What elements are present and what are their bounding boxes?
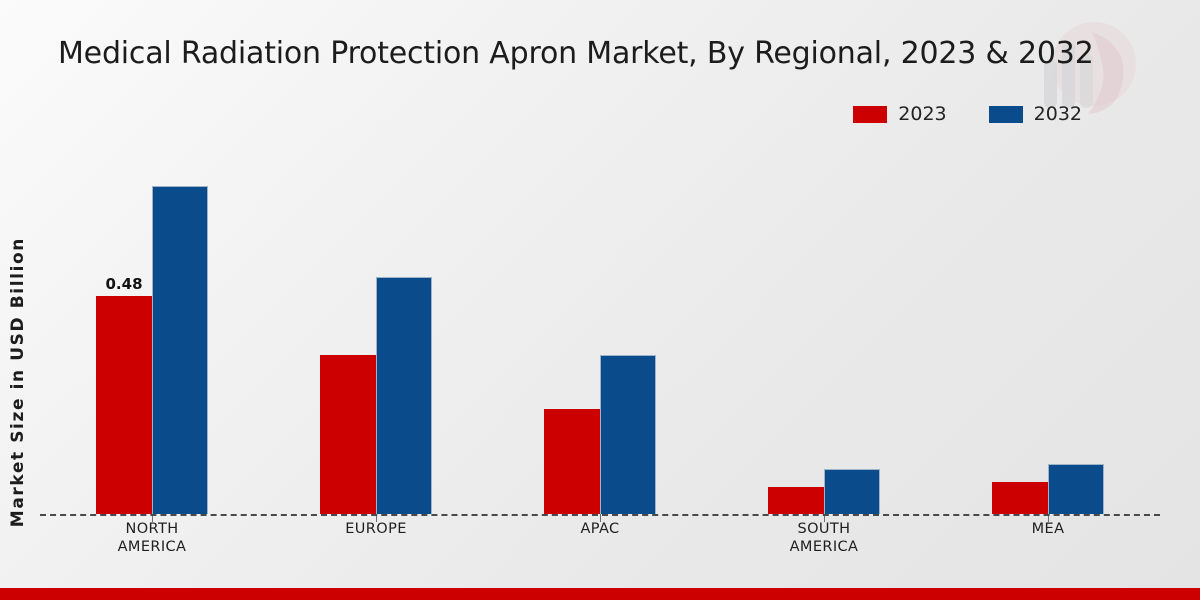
bar-2023[interactable] <box>768 486 824 514</box>
chart-legend: 2023 2032 <box>853 103 1082 125</box>
bar-2032[interactable] <box>600 354 656 514</box>
legend-label-2023: 2023 <box>898 103 947 125</box>
x-axis-tick <box>376 514 377 522</box>
bar-group <box>712 150 936 522</box>
y-axis-title: Market Size in USD Billion <box>2 215 34 550</box>
bar-groups: 0.48 <box>40 150 1160 522</box>
chart-title: Medical Radiation Protection Apron Marke… <box>58 36 1094 71</box>
x-axis-label-north-america: NORTH AMERICA <box>40 520 264 556</box>
bar-2023[interactable] <box>992 482 1048 514</box>
x-axis-label-apac: APAC <box>488 520 712 556</box>
legend-swatch-2023 <box>853 105 888 123</box>
x-axis-label-mea: MEA <box>936 520 1160 556</box>
x-axis-label-europe: EUROPE <box>264 520 488 556</box>
bar-2032[interactable] <box>152 186 208 514</box>
plot-area: 0.48 <box>40 150 1160 522</box>
y-axis-title-text: Market Size in USD Billion <box>8 237 28 528</box>
legend-item-2032[interactable]: 2032 <box>988 103 1082 125</box>
legend-item-2023[interactable]: 2023 <box>853 103 947 125</box>
legend-swatch-2032 <box>988 105 1023 123</box>
x-axis-label-line2: AMERICA <box>789 539 859 555</box>
x-axis-label-line1: EUROPE <box>345 521 407 537</box>
bar-2032[interactable] <box>1048 463 1104 514</box>
x-axis-label-line1: MEA <box>1031 521 1065 537</box>
x-axis-label-south-america: SOUTH AMERICA <box>712 520 936 556</box>
axis-baseline <box>40 514 1160 516</box>
x-axis-tick <box>824 514 825 522</box>
x-axis-tick <box>152 514 153 522</box>
x-axis-tick <box>1048 514 1049 522</box>
x-axis-tick <box>600 514 601 522</box>
bar-value-label: 0.48 <box>105 274 143 293</box>
x-axis-label-line2: AMERICA <box>117 539 187 555</box>
x-axis-label-line1: APAC <box>580 521 620 537</box>
x-axis-labels: NORTH AMERICA EUROPE APAC SOUTH AMERICA MEA <box>40 520 1160 556</box>
bar-2023[interactable] <box>320 354 376 514</box>
bar-2023[interactable]: 0.48 <box>96 275 152 514</box>
footer-accent-bar <box>0 588 1200 600</box>
bar-group <box>936 150 1160 522</box>
bar-group <box>264 150 488 522</box>
bar-group <box>488 150 712 522</box>
x-axis-label-line1: NORTH <box>125 521 179 537</box>
bar-group: 0.48 <box>40 150 264 522</box>
legend-label-2032: 2032 <box>1033 103 1082 125</box>
bar-2032[interactable] <box>824 468 880 514</box>
bar-2023[interactable] <box>544 409 600 514</box>
x-axis-label-line1: SOUTH <box>797 521 851 537</box>
bar-2032[interactable] <box>376 277 432 514</box>
